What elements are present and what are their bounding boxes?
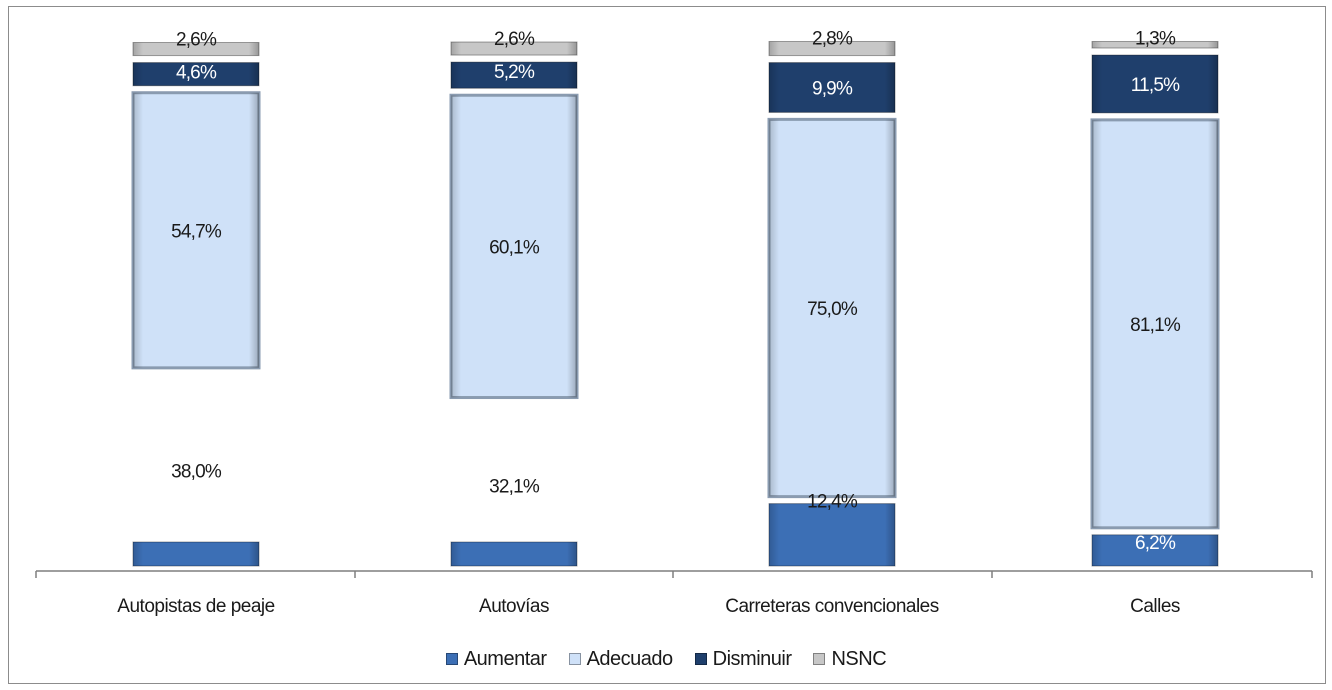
- x-axis: Autopistas de peaje Autovías Carreteras co…: [35, 570, 1313, 617]
- legend-swatch-adecuado: [568, 653, 581, 665]
- data-label-aumentar-carreteras-convencionales: 12,4%: [807, 492, 858, 513]
- data-label-disminuir-autov-as: 5,2%: [494, 62, 535, 83]
- data-label-disminuir-calles: 11,5%: [1131, 75, 1180, 96]
- bar-shade-aumentar-autov-as: [451, 542, 577, 566]
- data-label-disminuir-autopistas-de-peaje: 4,6%: [176, 63, 217, 84]
- legend-item-nsnc: NSNC: [813, 647, 887, 671]
- data-label-aumentar-calles: 6,2%: [1135, 533, 1176, 554]
- data-label-adecuado-calles: 81,1%: [1130, 315, 1181, 336]
- data-label-ns-nc-calles: 1,3%: [1135, 28, 1176, 49]
- bar-shade-adecuado-autov-as: [451, 95, 577, 398]
- bar-shade-aumentar-calles: [1092, 534, 1218, 566]
- data-label-ns-nc-carreteras-convencionales: 2,8%: [812, 28, 853, 49]
- data-label-adecuado-autov-as: 60,1%: [489, 237, 540, 258]
- data-label-ns-nc-autov-as: 2,6%: [494, 29, 535, 50]
- bar-shade-aumentar-autopistas-de-peaje: [133, 542, 259, 566]
- legend-swatch-aumentar: [445, 653, 458, 665]
- legend-item-aumentar: Aumentar: [445, 647, 547, 671]
- x-tick-label-carreteras-convencionales: Carreteras convencionales: [725, 596, 939, 617]
- data-label-aumentar-autov-as: 32,1%: [489, 476, 540, 497]
- bar-shade-aumentar-carreteras-convencionales: [769, 503, 895, 566]
- bar-shade-disminuir-autopistas-de-peaje: [133, 62, 259, 86]
- x-tick-label-calles: Calles: [1130, 596, 1180, 617]
- data-label-ns-nc-autopistas-de-peaje: 2,6%: [176, 30, 217, 51]
- bar-shade-adecuado-calles: [1092, 119, 1218, 528]
- legend-label-adecuado: Adecuado: [586, 647, 674, 670]
- legend-label-nsnc: NSNC: [831, 647, 887, 670]
- legend-label-aumentar: Aumentar: [463, 647, 547, 670]
- x-tick-label-autopistas-de-peaje: Autopistas de peaje: [117, 596, 274, 617]
- legend-label-disminuir: Disminuir: [712, 647, 792, 670]
- data-label-adecuado-carreteras-convencionales: 75,0%: [807, 299, 858, 320]
- x-tick-label-autov-as: Autovías: [479, 596, 549, 617]
- legend: Aumentar Adecuado Disminuir NSNC: [0, 644, 1332, 674]
- bar-shade-adecuado-carreteras-convencionales: [769, 119, 895, 497]
- legend-swatch-disminuir: [694, 653, 707, 665]
- bar-shade-ns-nc-autov-as: [451, 42, 577, 56]
- bar-shade-disminuir-calles: [1092, 55, 1218, 113]
- bar-shade-disminuir-autov-as: [451, 62, 577, 89]
- bar-shade-ns-nc-autopistas-de-peaje: [133, 42, 259, 56]
- data-label-disminuir-carreteras-convencionales: 9,9%: [812, 78, 853, 99]
- legend-item-adecuado: Adecuado: [568, 647, 674, 671]
- bar-shade-disminuir-carreteras-convencionales: [769, 62, 895, 113]
- bars-layer: [131, 40, 1220, 567]
- legend-item-disminuir: Disminuir: [694, 647, 792, 671]
- data-label-adecuado-autopistas-de-peaje: 54,7%: [171, 221, 222, 242]
- labels-layer: 38,0% 54,7% 4,6% 2,6% 32,1% 60,1% 5,2% 2,6% 12,4…: [171, 28, 1182, 554]
- bar-shade-ns-nc-carreteras-convencionales: [769, 41, 895, 56]
- legend-swatch-nsnc: [813, 653, 826, 665]
- bar-shade-adecuado-autopistas-de-peaje: [133, 92, 259, 368]
- bar-shade-ns-nc-calles: [1092, 41, 1218, 49]
- data-label-aumentar-autopistas-de-peaje: 38,0%: [171, 461, 222, 482]
